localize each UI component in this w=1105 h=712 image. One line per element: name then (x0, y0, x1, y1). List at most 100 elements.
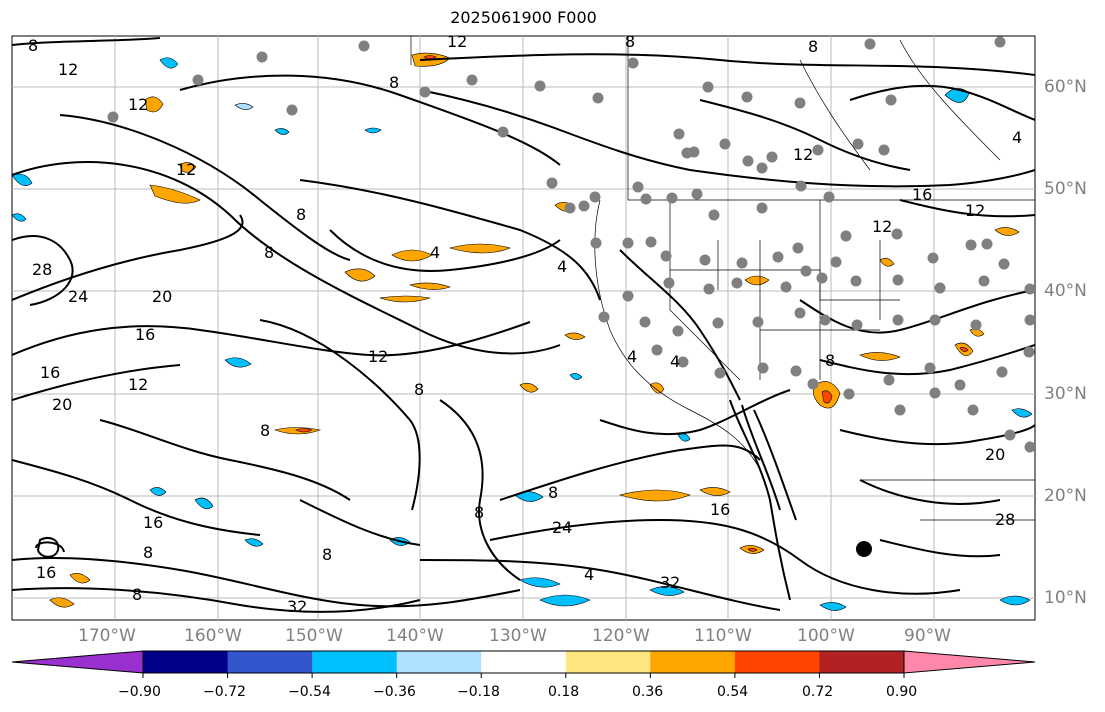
station-dot (883, 374, 895, 386)
station-dot (965, 239, 977, 251)
contour-label: 8 (474, 503, 484, 522)
colorbar-swatch (396, 651, 482, 673)
station-dot (816, 272, 828, 284)
lat-label: 60°N (1044, 77, 1087, 97)
station-dot (894, 404, 906, 416)
colorbar-swatch (734, 651, 820, 673)
colorbar-extend-high (903, 650, 1036, 674)
colorbar-tick-label: 0.90 (886, 684, 918, 700)
lon-label: 100°W (797, 626, 855, 646)
contour-label: 12 (58, 60, 78, 79)
station-dot (929, 314, 941, 326)
contour-label: 8 (548, 483, 558, 502)
station-markers (107, 36, 1035, 453)
station-dot (756, 202, 768, 214)
map-title: 2025061900 F000 (450, 8, 597, 27)
lat-label: 10°N (1044, 588, 1087, 608)
lon-label: 150°W (285, 626, 343, 646)
station-dot (651, 344, 663, 356)
lat-label: 20°N (1044, 486, 1087, 506)
contour-label: 4 (670, 352, 680, 371)
station-dot (256, 51, 268, 63)
colorbar (11, 650, 1036, 678)
station-dot (622, 290, 634, 302)
station-dot (757, 362, 769, 374)
colorbar-tick-label: 0.72 (802, 684, 834, 700)
contour-label: 24 (68, 287, 88, 306)
contour-label: 4 (1012, 128, 1022, 147)
station-dot (742, 155, 754, 167)
lat-label: 30°N (1044, 384, 1087, 404)
lat-label: 50°N (1044, 179, 1087, 199)
station-dot (703, 283, 715, 295)
station-dot (994, 36, 1006, 48)
contour-label: 4 (584, 565, 594, 584)
station-dot (981, 238, 993, 250)
station-dot (714, 367, 726, 379)
contour-label: 20 (52, 395, 72, 414)
contour-label: 8 (808, 37, 818, 56)
station-dot (358, 40, 370, 52)
contour-label: 8 (414, 380, 424, 399)
station-dot (795, 180, 807, 192)
station-dot (929, 387, 941, 399)
contour-label: 32 (287, 597, 307, 616)
station-dot (852, 138, 864, 150)
station-dot (780, 281, 792, 293)
lon-label: 90°W (904, 626, 951, 646)
station-dot (497, 126, 509, 138)
contour-label: 16 (135, 325, 155, 344)
station-dot (840, 230, 852, 242)
station-dot (892, 274, 904, 286)
station-dot (892, 314, 904, 326)
contour-label: 12 (872, 217, 892, 236)
colorbar-swatch (819, 651, 905, 673)
station-dot (466, 74, 478, 86)
colorbar-tick-label: −0.18 (457, 684, 500, 700)
station-dot (819, 314, 831, 326)
lon-label: 110°W (694, 626, 752, 646)
colorbar-swatch (565, 651, 651, 673)
station-dot (673, 128, 685, 140)
station-dot (864, 38, 876, 50)
lon-label: 120°W (592, 626, 650, 646)
contour-label: 16 (710, 500, 730, 519)
contour-label: 32 (660, 573, 680, 592)
station-dot (702, 81, 714, 93)
contour-label: 24 (552, 518, 572, 537)
contour-label: 12 (176, 160, 196, 179)
station-dot (192, 74, 204, 86)
contour-label-group: 8 12 8 8 8 12 8 4 4 24 20 16 12 16 12 8 … (28, 36, 1022, 616)
station-dot (891, 228, 903, 240)
colorbar-tick-label: −0.90 (118, 684, 161, 700)
station-dot (1024, 283, 1035, 295)
contour-label: 8 (825, 351, 835, 370)
colorbar-tick-label: 0.36 (632, 684, 664, 700)
colorbar-tick-label: 0.54 (717, 684, 749, 700)
station-dot (850, 275, 862, 287)
colorbar-extend-low (11, 650, 144, 674)
station-dot (885, 94, 897, 106)
station-dot (688, 146, 700, 158)
station-dot (794, 97, 806, 109)
station-dot (790, 365, 802, 377)
contour-lines (12, 37, 1035, 613)
lon-label: 170°W (78, 626, 136, 646)
station-dot (645, 236, 657, 248)
contour-label: 8 (143, 543, 153, 562)
contour-label: 16 (36, 563, 56, 582)
station-dot (772, 251, 784, 263)
contour-label: 12 (965, 201, 985, 220)
graticule (12, 36, 1035, 620)
station-dot (627, 57, 639, 69)
station-dot (731, 277, 743, 289)
station-dot (719, 138, 731, 150)
station-dot (792, 242, 804, 254)
colorbar-swatch (143, 651, 229, 673)
station-dot (812, 144, 824, 156)
station-dot (752, 316, 764, 328)
station-dot (1024, 441, 1035, 453)
station-dot (534, 80, 546, 92)
contour-label: 8 (260, 421, 270, 440)
boundaries (410, 36, 1035, 521)
